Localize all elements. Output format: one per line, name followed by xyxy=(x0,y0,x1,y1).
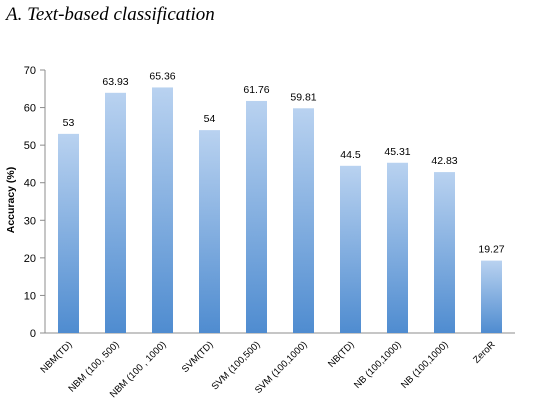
y-tick-label: 50 xyxy=(24,140,36,152)
data-label: 54 xyxy=(204,113,216,125)
y-tick-label: 20 xyxy=(24,253,36,265)
y-tick-label: 10 xyxy=(24,290,36,302)
y-tick-label: 40 xyxy=(24,178,36,190)
category-label: SVM (100,500) xyxy=(210,339,263,392)
bar xyxy=(434,172,455,333)
category-label: NB (100,1000) xyxy=(399,339,450,390)
data-label: 53 xyxy=(63,117,75,129)
data-label: 44.5 xyxy=(340,149,361,161)
data-label: 65.36 xyxy=(149,70,175,82)
bar xyxy=(481,261,502,333)
bar xyxy=(152,87,173,333)
bar xyxy=(246,101,267,333)
y-tick-label: 30 xyxy=(24,215,36,227)
data-label: 45.31 xyxy=(384,146,410,158)
category-label: NB (100,1000) xyxy=(352,339,403,390)
bar xyxy=(199,130,220,333)
bar xyxy=(387,163,408,333)
category-label: NB(TD) xyxy=(326,339,357,370)
y-tick-label: 0 xyxy=(30,328,36,340)
data-label: 61.76 xyxy=(243,84,269,96)
data-label: 42.83 xyxy=(431,155,457,167)
bars xyxy=(58,87,502,333)
bar xyxy=(58,134,79,333)
y-axis-title: Accuracy (%) xyxy=(5,167,17,234)
data-label: 19.27 xyxy=(478,244,504,256)
data-label: 63.93 xyxy=(102,76,128,88)
y-tick-label: 70 xyxy=(24,65,36,77)
category-label: SVM(TD) xyxy=(180,339,216,375)
y-axis: 0 10 20 30 40 50 60 70 xyxy=(24,65,45,340)
bar xyxy=(340,166,361,333)
category-labels: NBM(TD)NBM (100, 500)NBM (100 , 1000) SVM… xyxy=(38,339,497,400)
bar xyxy=(293,108,314,333)
bar xyxy=(105,93,126,333)
category-label: NBM(TD) xyxy=(38,339,74,375)
category-label: ZeroR xyxy=(471,339,498,366)
data-label: 59.81 xyxy=(290,91,316,103)
y-tick-label: 60 xyxy=(24,103,36,115)
